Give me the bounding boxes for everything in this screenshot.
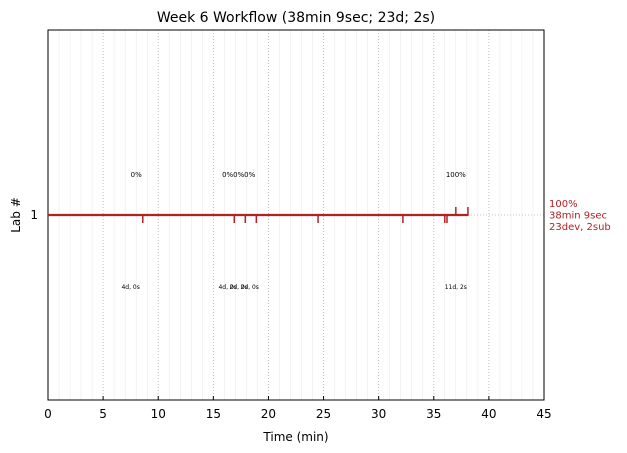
annotation-top: 0% [222, 171, 233, 179]
annotation-bottom: 2d, 0s [229, 284, 247, 291]
x-tick-label: 0 [44, 407, 52, 421]
annotation-top: 0% [131, 171, 142, 179]
annotation-bottom: 11d, 2s [445, 284, 467, 291]
chart-title: Week 6 Workflow (38min 9sec; 23d; 2s) [157, 10, 435, 26]
x-tick-label: 25 [316, 407, 331, 421]
x-tick-label: 30 [371, 407, 386, 421]
annotation-bottom: 2d, 0s [241, 284, 259, 291]
x-tick-label: 40 [481, 407, 496, 421]
x-tick-label: 5 [99, 407, 107, 421]
x-tick-label: 35 [426, 407, 441, 421]
series-end-label: 38min 9sec [549, 211, 607, 222]
annotation-top: 0% [244, 171, 255, 179]
annotation-top: 0% [233, 171, 244, 179]
y-tick-label: 1 [30, 208, 38, 222]
annotation-bottom: 4d, 0s [121, 284, 139, 291]
series-end-label: 100% [549, 199, 578, 210]
y-axis-label: Lab # [9, 197, 23, 233]
x-tick-label: 45 [536, 407, 551, 421]
annotation-top: 100% [446, 171, 466, 179]
x-tick-label: 10 [151, 407, 166, 421]
annotation-bottom: 4d, 0s [218, 284, 236, 291]
x-tick-label: 20 [261, 407, 276, 421]
series-end-label: 23dev, 2sub [549, 222, 611, 233]
x-axis-label: Time (min) [262, 430, 328, 444]
x-tick-label: 15 [206, 407, 221, 421]
